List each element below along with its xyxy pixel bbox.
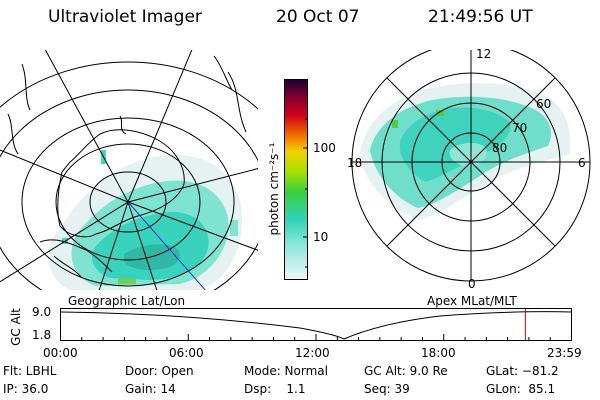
xtick-1200: 12:00 [295,346,330,360]
lat-lon-grid [0,50,258,290]
colorbar-tick-10: 10 [313,230,329,244]
geographic-map [0,50,258,290]
ip-info: IP: 36.0 [3,382,49,396]
xtick-0000: 00:00 [43,346,78,360]
dsp-info: Dsp: 1.1 [244,382,306,396]
date-label: 20 Oct 07 [276,7,360,27]
mlat-mlt-polar-plot [351,50,591,282]
timeline-frame [60,308,572,341]
mlat-label-70: 70 [512,121,528,135]
mlt-label-18: 18 [347,156,363,170]
xtick-1800: 18:00 [421,346,456,360]
gc-alt-info: GC Alt: 9.0 Re [364,364,448,378]
mlt-label-6: 6 [578,156,586,170]
mlat-label-60: 60 [536,97,552,111]
xtick-2359: 23:59 [547,346,582,360]
gc-alt-ylabel: GC Alt [9,308,23,346]
xtick-0600: 06:00 [169,346,204,360]
time-label: 21:49:56 UT [428,7,533,27]
colorbar-gradient [284,79,308,280]
mlt-label-0: 0 [468,277,476,291]
seq-info: Seq: 39 [364,382,410,396]
instrument-title: Ultraviolet Imager [48,7,202,27]
mode-info: Mode: Normal [244,364,328,378]
mlt-label-12: 12 [476,47,492,61]
ytick-1-8: 1.8 [32,328,52,342]
polar-grid [351,50,591,282]
mlat-label-80: 80 [492,141,508,155]
ytick-9: 9.0 [32,305,52,319]
filter-info: Flt: LBHL [3,364,57,378]
glon-info: GLon: 85.1 [486,382,556,396]
apex-label: Apex MLat/MLT [427,294,517,308]
colorbar-tick-100: 100 [313,141,336,155]
gain-info: Gain: 14 [125,382,176,396]
colorbar-unit-label: photon cm⁻²s⁻¹ [267,142,281,236]
auroral-emission-right [360,83,571,220]
geographic-label: Geographic Lat/Lon [68,294,186,308]
altitude-curve [60,311,572,340]
door-info: Door: Open [125,364,194,378]
auroral-emission-left [48,150,243,290]
glat-info: GLat: −81.2 [486,364,559,378]
